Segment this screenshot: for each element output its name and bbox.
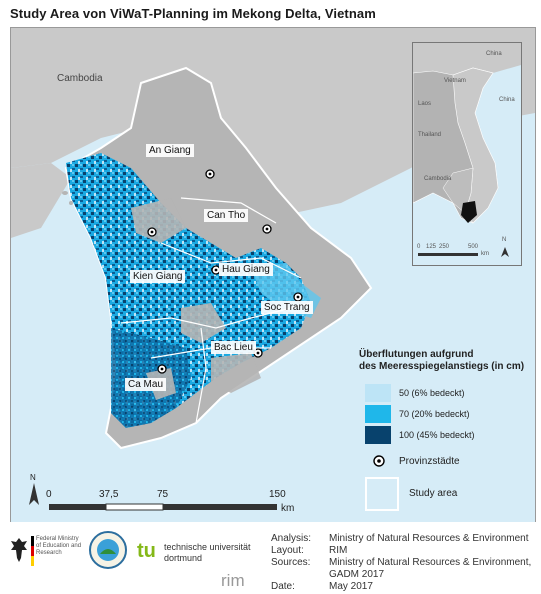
province-label-soc-trang: Soc Trang: [261, 301, 313, 314]
province-label-ca-mau: Ca Mau: [125, 378, 167, 391]
legend-title: Überflutungen aufgrund des Meeresspiegel…: [359, 349, 524, 373]
province-label-bac-lieu: Bac Lieu: [211, 341, 256, 354]
scale-bar: [49, 503, 277, 511]
date-key: Date:: [271, 581, 295, 592]
analysis-value: Ministry of Natural Resources & Environm…: [329, 533, 529, 544]
scale-tick-75: 75: [157, 489, 169, 500]
sources-key: Sources:: [271, 557, 311, 568]
north-label: N: [30, 473, 36, 482]
legend-label-100: 100 (45% bedeckt): [399, 430, 475, 440]
sources-value-2: GADM 2017: [329, 569, 385, 580]
inset-north-arrow-icon: [501, 247, 509, 257]
inset-scale-125: 125: [426, 244, 437, 250]
legend-label-50: 50 (6% bedeckt): [399, 388, 465, 398]
viwat-logo-icon: [89, 531, 127, 569]
inset-map: China Vietnam China Laos Thailand Cambod…: [412, 42, 522, 266]
legend-title-line1: Überflutungen aufgrund: [359, 349, 474, 360]
province-city-markers: [147, 169, 303, 374]
legend-study-area-swatch: [365, 477, 399, 511]
inset-scale-unit: km: [481, 251, 489, 257]
svg-text:tu: tu: [137, 540, 156, 560]
legend-swatch-100: [365, 426, 391, 444]
tu-dortmund-text: technische universität dortmund: [164, 542, 251, 564]
province-label-can-tho: Can Tho: [204, 209, 249, 222]
inset-label-laos: Laos: [418, 101, 432, 107]
province-label-hau-giang: Hau Giang: [219, 263, 273, 276]
scale-unit: km: [281, 503, 295, 514]
inset-scale-0: 0: [417, 244, 421, 250]
layout-key: Layout:: [271, 545, 304, 556]
rim-logo: rim: [221, 571, 245, 590]
inset-scale-500: 500: [468, 244, 479, 250]
scale-tick-150: 150: [269, 489, 286, 500]
province-label-an-giang: An Giang: [146, 144, 194, 157]
legend-label-70: 70 (20% bedeckt): [399, 409, 470, 419]
scale-tick-0: 0: [46, 489, 52, 500]
inset-scale-250: 250: [439, 244, 450, 250]
legend-city-icon: [373, 455, 385, 467]
layout-value: RIM: [329, 545, 348, 556]
sources-value-1: Ministry of Natural Resources & Environm…: [329, 557, 532, 568]
inset-label-china-top: China: [486, 51, 502, 57]
inset-label-thailand: Thailand: [418, 132, 442, 138]
legend-label-study-area: Study area: [409, 488, 458, 499]
north-arrow-icon: [29, 483, 39, 505]
legend-label-cities: Provinzstädte: [399, 456, 460, 467]
inset-scale-bar: [418, 253, 478, 256]
tu-line1: technische universität: [164, 542, 251, 552]
inset-label-china-right: China: [499, 97, 515, 103]
flag-stripe-icon: [31, 536, 34, 566]
legend-title-line2: des Meeresspiegelanstiegs (in cm): [359, 361, 525, 372]
tu-line2: dortmund: [164, 553, 203, 563]
map-title: Study Area von ViWaT-Planning im Mekong …: [10, 6, 376, 21]
land-west-coast: [11, 163, 71, 238]
legend-swatch-50: [365, 384, 391, 402]
scale-tick-37-5: 37,5: [99, 489, 119, 500]
date-value: May 2017: [329, 581, 373, 592]
province-label-kien-giang: Kien Giang: [130, 270, 186, 283]
footer: Federal Ministry of Education and Resear…: [0, 522, 541, 594]
german-eagle-icon: [11, 538, 27, 562]
tu-dortmund-logo-icon: tu: [137, 540, 156, 560]
inset-label-cambodia: Cambodia: [424, 176, 452, 182]
bmbf-logo-text: Federal Ministry of Education and Resear…: [36, 536, 82, 556]
inset-basemap: [413, 43, 521, 224]
legend-swatch-70: [365, 405, 391, 423]
land-north: [11, 28, 535, 218]
inset-north-label: N: [502, 237, 507, 243]
inset-label-vietnam: Vietnam: [444, 78, 466, 84]
analysis-key: Analysis:: [271, 533, 312, 544]
country-label-cambodia: Cambodia: [57, 73, 103, 84]
